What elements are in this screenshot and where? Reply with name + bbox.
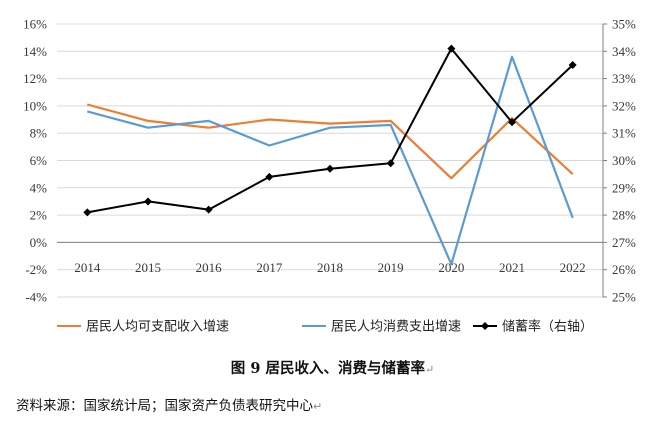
source-note: 资料来源：国家统计局；国家资产负债表研究中心↵ xyxy=(16,394,322,414)
right-y-axis: 25% 26% 27% 28% 29% 30% 31% 32% 33% 34% 35% xyxy=(602,17,636,305)
legend-marker xyxy=(481,322,489,330)
left-tick-label: -4% xyxy=(25,290,47,305)
right-tick-label: 34% xyxy=(612,44,636,59)
data-point xyxy=(447,44,456,53)
data-point xyxy=(568,60,577,69)
legend-label: 居民人均消费支出增速 xyxy=(331,320,461,335)
right-tick-label: 27% xyxy=(612,235,636,250)
series-layer xyxy=(83,44,577,266)
legend-item: 居民人均可支配收入增速 xyxy=(57,320,229,335)
data-point xyxy=(265,172,274,181)
x-tick-label: 2022 xyxy=(560,260,586,275)
left-tick-label: 0% xyxy=(30,235,48,250)
right-tick-label: 32% xyxy=(612,98,636,113)
x-tick-label: 2017 xyxy=(256,260,283,275)
legend-label: 储蓄率（右轴） xyxy=(502,319,593,335)
data-point xyxy=(508,118,516,127)
series-1 xyxy=(87,103,574,180)
right-tick-label: 28% xyxy=(612,208,636,223)
right-tick-label: 26% xyxy=(612,262,636,277)
data-point xyxy=(144,197,152,206)
series-line xyxy=(87,55,574,266)
right-tick-label: 35% xyxy=(612,17,636,32)
x-tick-label: 2014 xyxy=(74,260,101,275)
series-2 xyxy=(87,55,574,266)
data-point xyxy=(204,205,213,214)
right-tick-label: 25% xyxy=(612,290,636,305)
x-tick-label: 2016 xyxy=(196,260,223,275)
left-tick-label: 8% xyxy=(30,126,48,141)
x-tick-label: 2021 xyxy=(499,260,525,275)
x-axis: 2014 2015 2016 2017 2018 2019 2020 2021 2022 xyxy=(57,241,603,275)
data-point xyxy=(326,164,334,173)
left-tick-label: -2% xyxy=(25,262,47,277)
right-tick-label: 33% xyxy=(612,71,636,86)
x-tick-label: 2015 xyxy=(135,260,161,275)
x-tick-label: 2020 xyxy=(438,260,464,275)
x-tick-label: 2019 xyxy=(378,260,404,275)
left-tick-label: 16% xyxy=(23,17,47,32)
paragraph-mark: ↵ xyxy=(424,363,435,376)
caption-text: 图 9 居民收入、消费与储蓄率 xyxy=(230,360,425,377)
left-tick-label: 14% xyxy=(23,44,47,59)
left-tick-label: 10% xyxy=(23,98,47,113)
right-tick-label: 30% xyxy=(612,153,636,168)
left-tick-label: 4% xyxy=(30,180,48,195)
right-tick-label: 29% xyxy=(612,180,636,195)
legend: 居民人均可支配收入增速 居民人均消费支出增速 储蓄率（右轴） xyxy=(57,319,593,335)
left-y-axis: -4% -2% 0% 2% 4% 6% 8% 10% 12% 14% 16% xyxy=(23,17,47,305)
figure-caption: 图 9 居民收入、消费与储蓄率↵ xyxy=(0,357,665,378)
right-tick-label: 31% xyxy=(612,126,636,141)
left-tick-label: 2% xyxy=(30,208,48,223)
legend-label: 居民人均可支配收入增速 xyxy=(86,320,229,335)
left-tick-label: 12% xyxy=(23,71,47,86)
source-text: 资料来源：国家统计局；国家资产负债表研究中心 xyxy=(16,398,313,414)
data-point xyxy=(83,208,92,217)
x-tick-label: 2018 xyxy=(317,260,343,275)
gridlines xyxy=(57,23,603,298)
series-line xyxy=(87,103,574,180)
data-point xyxy=(386,159,395,168)
legend-item: 居民人均消费支出增速 xyxy=(302,320,461,335)
paragraph-mark: ↵ xyxy=(313,400,323,413)
line-chart: -4% -2% 0% 2% 4% 6% 8% 10% 12% 14% 16% 25% 26% 27% 28… xyxy=(23,17,636,335)
left-tick-label: 6% xyxy=(30,153,48,168)
series-3 xyxy=(83,44,577,217)
legend-item: 储蓄率（右轴） xyxy=(473,319,593,335)
